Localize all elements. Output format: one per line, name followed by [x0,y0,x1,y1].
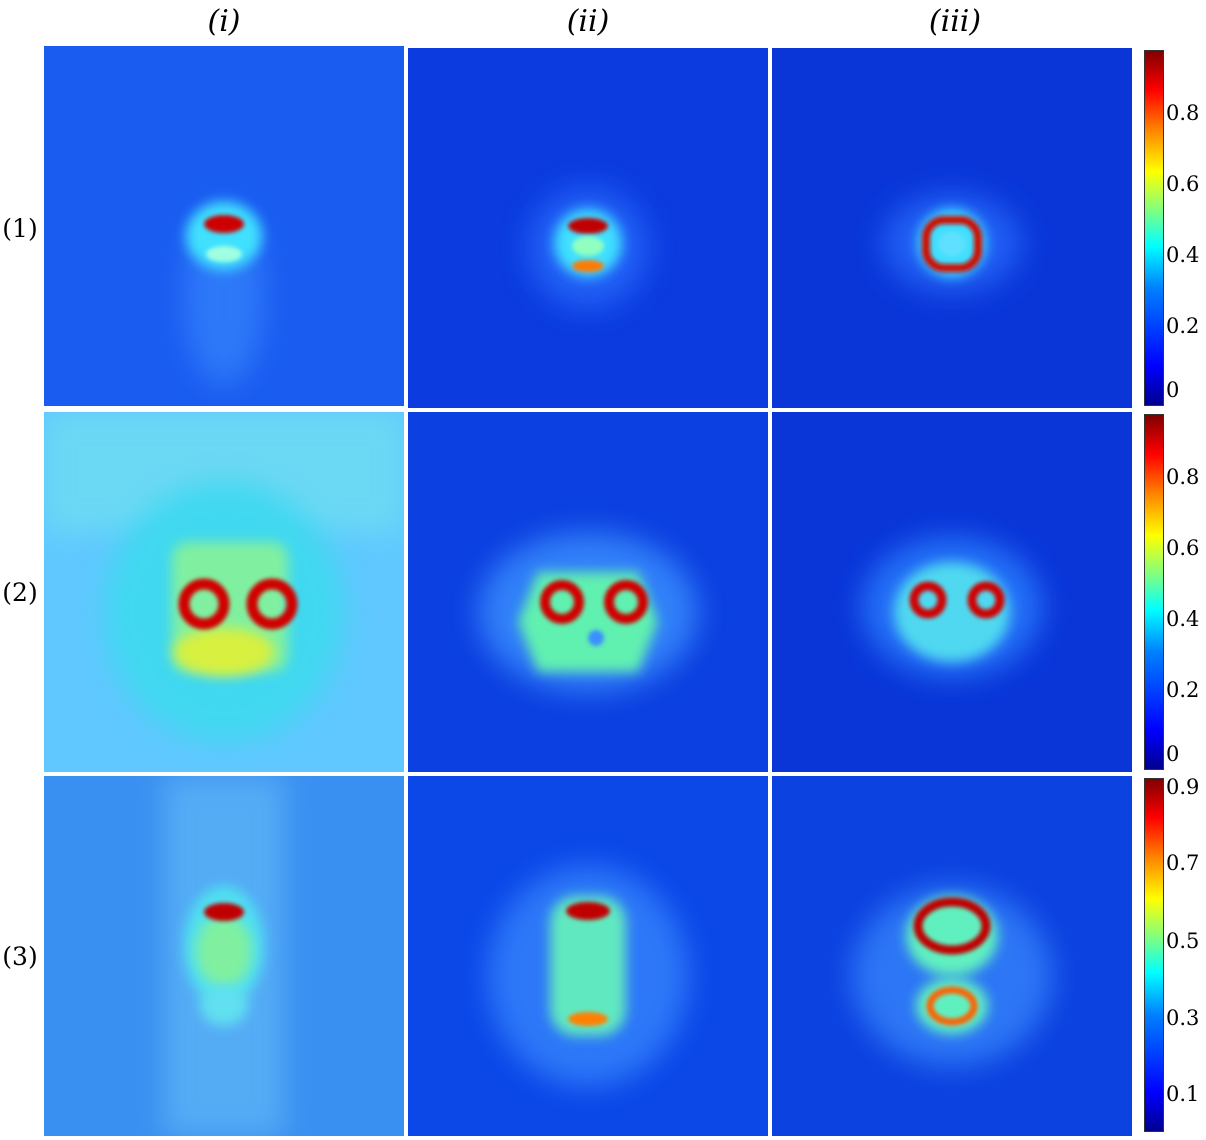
heatmap-panel-r2-i [44,412,404,772]
colorbar-2-tick: 0.4 [1166,607,1200,631]
heatmap-panel-r1-iii [772,48,1132,408]
colorbar-2-tick: 0.2 [1166,678,1200,702]
colorbar-row-1 [1144,50,1164,406]
colorbar-1-tick: 0.4 [1166,243,1200,267]
colorbar-3-tick: 0.7 [1166,851,1200,875]
colorbar-row-3 [1144,778,1164,1132]
colorbar-1-tick: 0 [1166,378,1180,402]
colorbar-row-2 [1144,414,1164,770]
heatmap-panel-r3-i [44,776,404,1136]
colorbar-1-tick: 0.6 [1166,172,1200,196]
heatmap-panel-r2-iii [772,412,1132,772]
colorbar-2-tick: 0.6 [1166,536,1200,560]
column-label-i: (i) [207,4,241,39]
colorbar-2-tick: 0.8 [1166,465,1200,489]
heatmap-panel-r1-i [44,46,404,406]
colorbar-3-tick: 0.3 [1166,1006,1200,1030]
column-label-iii: (iii) [928,4,982,39]
row-label-2: (2) [2,578,38,607]
heatmap-panel-r3-ii [408,776,768,1136]
colorbar-3-tick: 0.5 [1166,929,1200,953]
row-label-3: (3) [2,942,38,971]
colorbar-2-tick: 0 [1166,742,1180,766]
colorbar-1-tick: 0.8 [1166,101,1200,125]
column-label-ii: (ii) [566,4,610,39]
colorbar-1-tick: 0.2 [1166,314,1200,338]
colorbar-3-tick: 0.9 [1166,775,1200,799]
heatmap-panel-r1-ii [408,48,768,408]
row-label-1: (1) [2,214,38,243]
heatmap-panel-r2-ii [408,412,768,772]
heatmap-panel-r3-iii [772,776,1132,1136]
colorbar-3-tick: 0.1 [1166,1082,1200,1106]
